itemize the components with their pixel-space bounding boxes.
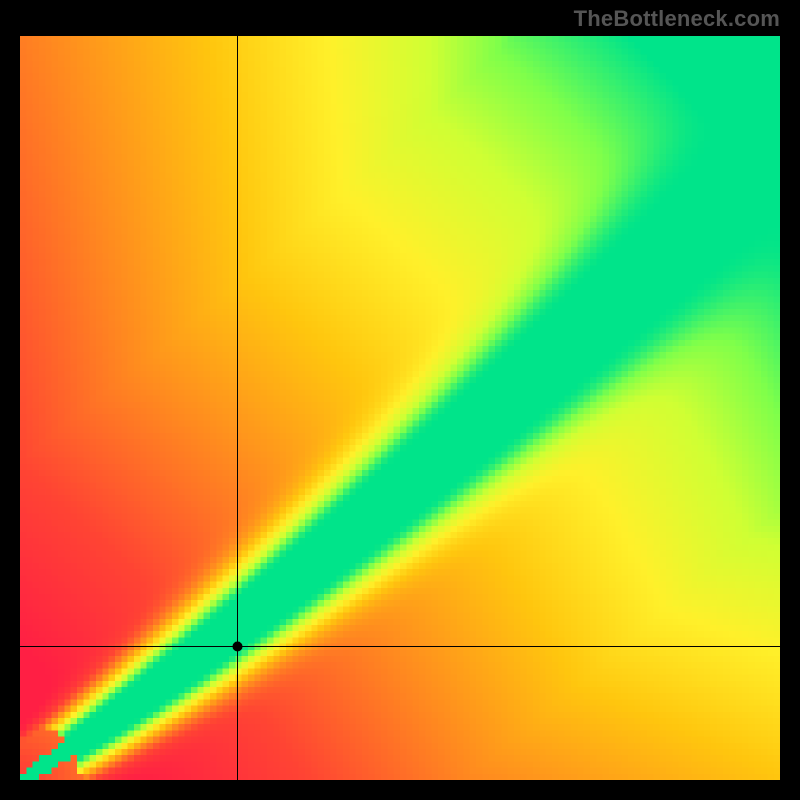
crosshair-overlay — [20, 36, 780, 780]
root: TheBottleneck.com — [0, 0, 800, 800]
watermark-text: TheBottleneck.com — [574, 6, 780, 32]
